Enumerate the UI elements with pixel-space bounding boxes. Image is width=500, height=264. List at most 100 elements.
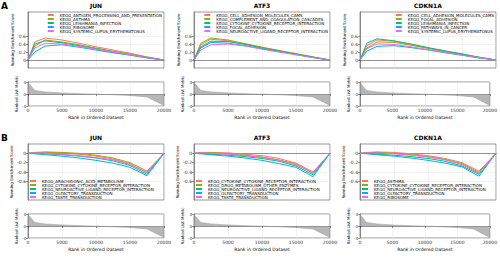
svg-text:CDKN1A: CDKN1A [414,2,442,9]
svg-text:15000: 15000 [450,108,464,113]
svg-text:4: 4 [23,80,26,85]
svg-text:20000: 20000 [323,108,337,113]
svg-text:-0.4: -0.4 [17,170,26,175]
svg-text:0: 0 [23,58,26,63]
svg-text:0: 0 [189,151,192,156]
svg-text:4: 4 [189,80,192,85]
svg-text:KEGG_NEUROACTIVE_LIGAND_RECEPT: KEGG_NEUROACTIVE_LIGAND_RECEPTOR_INTERAC… [216,29,328,34]
svg-text:0: 0 [189,92,192,97]
svg-text:4: 4 [355,80,358,85]
svg-text:0.4: 0.4 [19,42,26,47]
svg-text:JUN: JUN [89,2,102,10]
svg-text:Ranked List Metric: Ranked List Metric [180,76,185,113]
svg-text:-0.6: -0.6 [183,179,192,184]
svg-text:-0.2: -0.2 [17,160,26,165]
svg-text:-0.4: -0.4 [183,170,192,175]
svg-text:0: 0 [27,108,30,113]
svg-text:0: 0 [359,240,362,245]
svg-text:A: A [1,1,8,11]
svg-text:Ranked List Metric: Ranked List Metric [14,76,19,113]
svg-text:10000: 10000 [89,108,103,113]
svg-text:20000: 20000 [157,108,171,113]
svg-text:0: 0 [27,240,30,245]
svg-text:Ranked List Metric: Ranked List Metric [14,208,19,245]
svg-text:0: 0 [355,92,358,97]
svg-text:15000: 15000 [289,108,303,113]
svg-text:0.2: 0.2 [19,50,26,55]
svg-text:0.6: 0.6 [19,34,26,39]
svg-text:15000: 15000 [123,108,137,113]
svg-text:4: 4 [23,212,26,217]
svg-text:-0.6: -0.6 [17,179,26,184]
svg-text:0: 0 [189,58,192,63]
svg-text:Running Enrichment Score: Running Enrichment Score [175,145,180,199]
svg-text:-0.6: -0.6 [349,179,358,184]
svg-text:10000: 10000 [89,240,103,245]
svg-text:15000: 15000 [123,240,137,245]
svg-text:0: 0 [193,108,196,113]
svg-text:0: 0 [355,224,358,229]
svg-text:0.2: 0.2 [351,50,358,55]
svg-text:Ranked List Metric: Ranked List Metric [346,76,351,113]
svg-text:0: 0 [23,224,26,229]
svg-text:10000: 10000 [255,108,269,113]
svg-text:Rank in Ordered Dataset: Rank in Ordered Dataset [234,247,290,252]
svg-text:0.6: 0.6 [351,34,358,39]
svg-text:Running Enrichment Score: Running Enrichment Score [9,145,14,199]
svg-text:Rank in Ordered Dataset: Rank in Ordered Dataset [68,247,124,252]
svg-text:20000: 20000 [323,240,337,245]
svg-text:0: 0 [189,224,192,229]
svg-text:4: 4 [189,212,192,217]
svg-text:Rank in Ordered Dataset: Rank in Ordered Dataset [397,115,453,120]
svg-text:Running Enrichment Score: Running Enrichment Score [10,13,15,67]
svg-text:Rank in Ordered Dataset: Rank in Ordered Dataset [234,115,290,120]
svg-text:Ranked List Metric: Ranked List Metric [346,208,351,245]
svg-text:KEGG_ASTHMA: KEGG_ASTHMA [59,16,90,22]
svg-text:10000: 10000 [418,108,432,113]
svg-text:ATF3: ATF3 [254,2,271,9]
svg-text:Ranked List Metric: Ranked List Metric [180,208,185,245]
svg-text:0: 0 [355,151,358,156]
svg-text:15000: 15000 [289,240,303,245]
svg-text:KEGG_SYSTEMIC_LUPUS_ERYTHEMATO: KEGG_SYSTEMIC_LUPUS_ERYTHEMATOSUS [60,29,146,34]
svg-text:0.6: 0.6 [185,34,192,39]
svg-text:KEGG_TASTE_TRANSDUCTION: KEGG_TASTE_TRANSDUCTION [42,195,102,200]
svg-text:0: 0 [355,58,358,63]
svg-text:0: 0 [23,151,26,156]
svg-text:KEGG_SYSTEMIC_LUPUS_ERYTHEMATO: KEGG_SYSTEMIC_LUPUS_ERYTHEMATOSUS [408,29,494,34]
svg-text:5000: 5000 [222,240,234,245]
svg-text:10000: 10000 [418,240,432,245]
svg-text:20000: 20000 [157,240,171,245]
svg-text:-0.2: -0.2 [183,160,192,165]
svg-text:5000: 5000 [387,240,399,245]
svg-text:5000: 5000 [387,108,399,113]
svg-text:10000: 10000 [255,240,269,245]
svg-text:0.2: 0.2 [185,50,192,55]
svg-text:Rank in Ordered Dataset: Rank in Ordered Dataset [68,115,124,120]
svg-text:15000: 15000 [450,240,464,245]
svg-text:KEGG_RIBOSOME: KEGG_RIBOSOME [374,195,409,200]
svg-text:-0.2: -0.2 [349,160,358,165]
svg-text:5000: 5000 [56,108,68,113]
svg-text:20000: 20000 [483,240,497,245]
svg-text:Running Enrichment Score: Running Enrichment Score [176,13,181,67]
svg-text:0: 0 [359,108,362,113]
svg-text:Running Enrichment Score: Running Enrichment Score [341,145,346,199]
svg-text:KEGG_ANTIGEN_PROCESSING_AND_PR: KEGG_ANTIGEN_PROCESSING_AND_PRESENTATION [59,12,162,18]
svg-text:0: 0 [193,240,196,245]
svg-text:4: 4 [355,212,358,217]
svg-text:0.4: 0.4 [185,42,192,47]
svg-text:JUN: JUN [89,134,102,142]
svg-text:0.4: 0.4 [351,42,358,47]
svg-text:20000: 20000 [483,108,497,113]
svg-text:KEGG_TASTE_TRANSDUCTION: KEGG_TASTE_TRANSDUCTION [208,195,268,200]
svg-text:ATF3: ATF3 [254,134,271,141]
svg-text:0: 0 [23,92,26,97]
svg-text:5000: 5000 [222,108,234,113]
svg-text:Running Enrichment Score: Running Enrichment Score [342,13,347,67]
svg-text:5000: 5000 [56,240,68,245]
svg-text:CDKN1A: CDKN1A [414,134,442,141]
svg-text:B: B [1,133,8,143]
svg-text:-0.4: -0.4 [349,170,358,175]
svg-text:Rank in Ordered Dataset: Rank in Ordered Dataset [397,247,453,252]
